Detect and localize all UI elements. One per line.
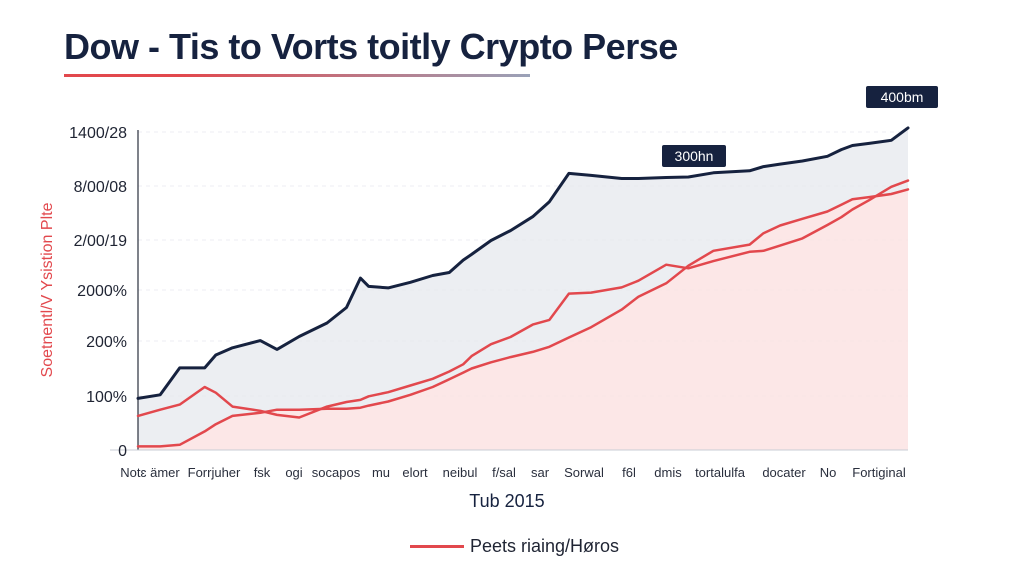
x-tick-label: fsk bbox=[254, 465, 271, 480]
x-tick-label: elort bbox=[402, 465, 428, 480]
series-lines bbox=[136, 126, 910, 448]
y-tick-label: 0 bbox=[118, 443, 127, 460]
y-axis-title: Soetnentl/V Ysistion Plte bbox=[39, 202, 56, 377]
x-tick-label: Fortiginal bbox=[852, 465, 906, 480]
legend-swatch bbox=[410, 545, 464, 548]
x-tick-label: Notɛ ämer bbox=[120, 465, 180, 480]
y-tick-label: 200% bbox=[86, 334, 127, 351]
y-tick-label: 8/00/08 bbox=[74, 179, 127, 196]
legend: Peets riaing/Høros bbox=[410, 536, 619, 557]
page-title: Dow - Tis to Vorts toitly Crypto Perse bbox=[64, 26, 678, 67]
y-tick-label: 100% bbox=[86, 389, 127, 406]
annotations: 300hn 400bm bbox=[662, 86, 938, 167]
series-line-middle bbox=[136, 179, 910, 419]
x-tick-label: Forrjuher bbox=[188, 465, 241, 480]
x-tick-label: neibul bbox=[443, 465, 478, 480]
x-tick-label: sar bbox=[531, 465, 550, 480]
x-tick-label: f/sal bbox=[492, 465, 516, 480]
x-tick-label: socapos bbox=[312, 465, 361, 480]
y-tick-label: 1400/28 bbox=[69, 125, 127, 142]
y-tick-label: 2000% bbox=[77, 283, 127, 300]
callout-box bbox=[866, 86, 938, 108]
x-axis-title: Tub 2015 bbox=[469, 491, 544, 511]
x-tick-label: tortalulfa bbox=[695, 465, 746, 480]
series-line-upper bbox=[136, 126, 910, 400]
x-tick-label: No bbox=[820, 465, 837, 480]
series-line-lower bbox=[136, 188, 910, 448]
callout-label: 400bm bbox=[881, 89, 924, 105]
range-band bbox=[138, 127, 908, 447]
legend-label: Peets riaing/Høros bbox=[470, 536, 620, 556]
area-fills bbox=[138, 127, 908, 450]
callout: 300hn bbox=[662, 145, 726, 167]
axes bbox=[110, 130, 908, 451]
lower-area-fill bbox=[138, 189, 908, 450]
callout-label: 300hn bbox=[675, 148, 714, 164]
x-tick-label: Sorwal bbox=[564, 465, 604, 480]
tick-labels: 0 100% 200% 2000% 2/00/19 8/00/08 1400/28 Notɛ … bbox=[39, 125, 906, 511]
callout-box bbox=[662, 145, 726, 167]
x-tick-label: dmis bbox=[654, 465, 682, 480]
x-tick-label: docater bbox=[762, 465, 806, 480]
x-tick-label: f6l bbox=[622, 465, 636, 480]
y-tick-label: 2/00/19 bbox=[74, 233, 127, 250]
title-underline bbox=[64, 74, 530, 77]
x-tick-label: mu bbox=[372, 465, 390, 480]
x-tick-label: ogi bbox=[285, 465, 302, 480]
callout: 400bm bbox=[866, 86, 938, 108]
